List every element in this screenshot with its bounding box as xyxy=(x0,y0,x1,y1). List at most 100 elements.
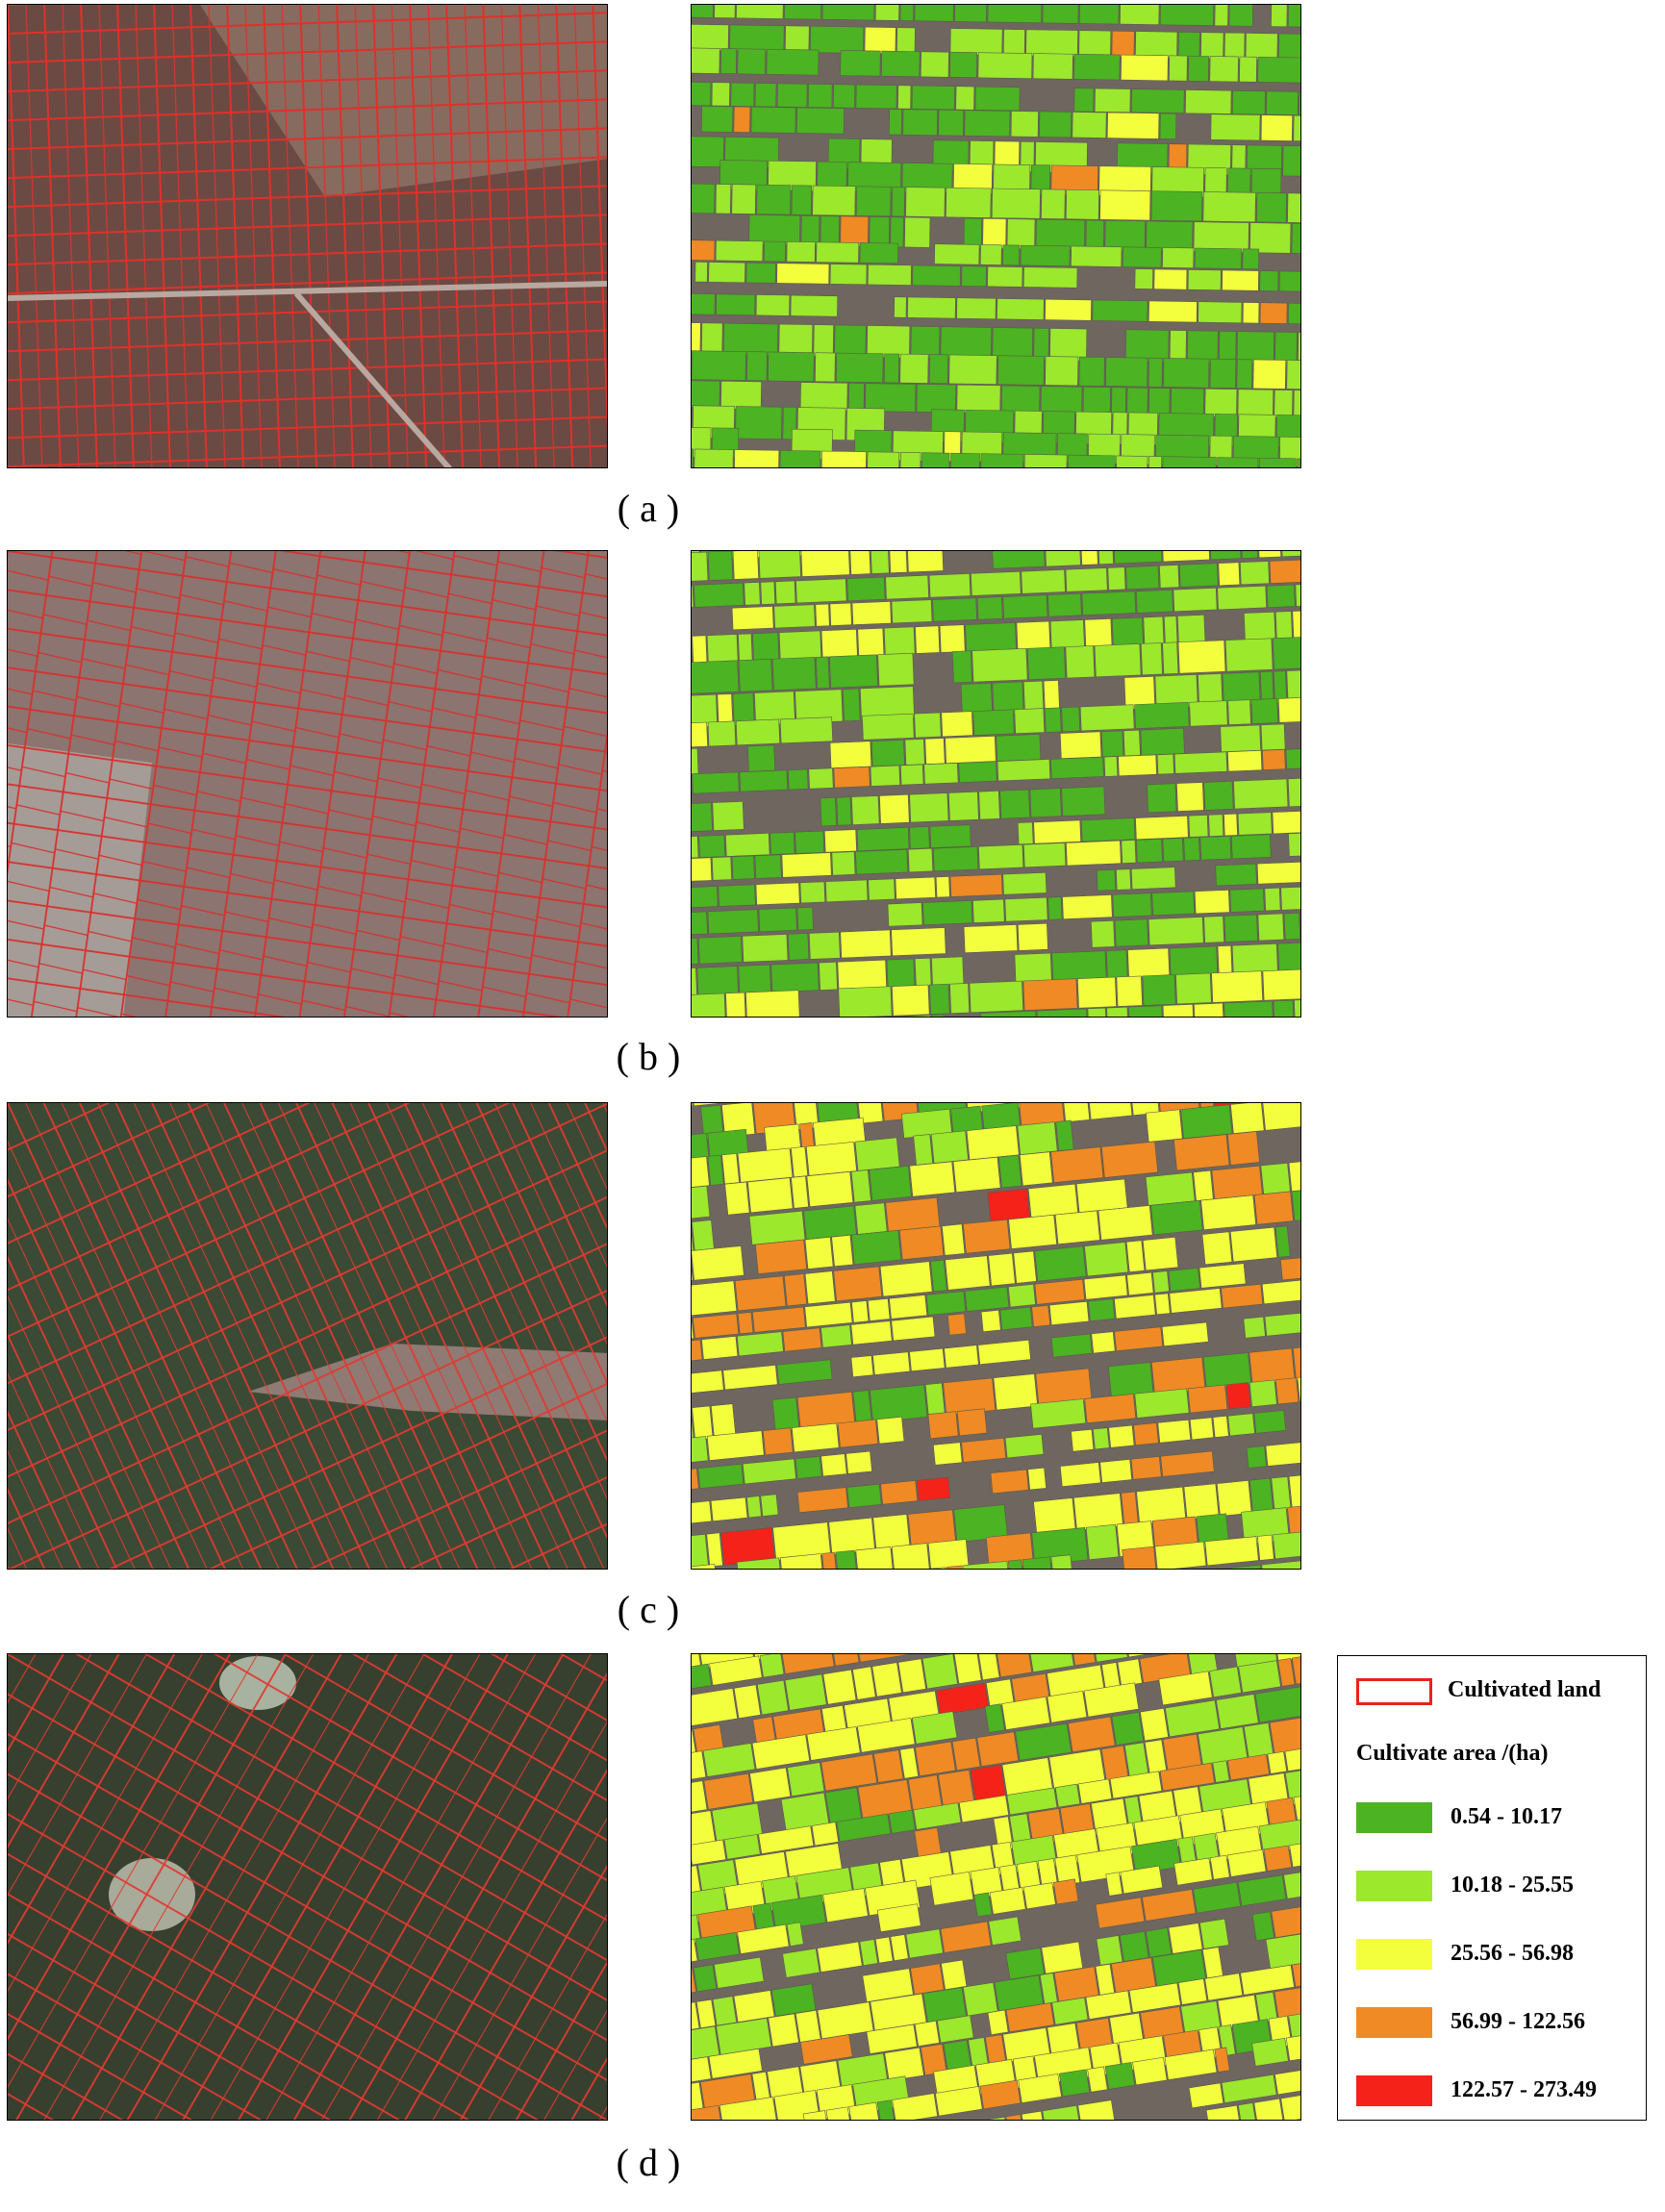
field xyxy=(1265,1442,1300,1467)
field xyxy=(1185,89,1232,114)
field xyxy=(891,1543,931,1569)
field xyxy=(921,1654,958,1690)
field xyxy=(1017,922,1048,951)
field xyxy=(1274,331,1298,364)
field xyxy=(850,1320,893,1345)
field xyxy=(692,857,713,883)
field xyxy=(712,801,744,831)
field xyxy=(1173,1134,1230,1171)
field xyxy=(1131,88,1185,114)
field xyxy=(889,551,908,574)
field xyxy=(1061,706,1081,733)
field xyxy=(1116,868,1131,891)
field xyxy=(1273,1530,1300,1560)
field xyxy=(788,933,810,961)
field xyxy=(732,551,759,580)
field xyxy=(928,354,949,385)
field xyxy=(1209,1666,1242,1698)
field xyxy=(961,265,987,288)
field xyxy=(1289,1838,1300,1868)
field xyxy=(1085,1990,1132,2020)
field xyxy=(731,606,774,631)
field xyxy=(857,627,885,657)
field xyxy=(1083,1274,1128,1300)
field xyxy=(1065,567,1108,592)
field xyxy=(1004,896,1048,922)
field xyxy=(1148,917,1204,946)
field xyxy=(914,5,954,22)
field xyxy=(1237,1874,1287,1907)
field xyxy=(1065,645,1096,679)
field xyxy=(692,81,712,107)
field xyxy=(820,1324,852,1348)
field xyxy=(1277,942,1300,972)
field xyxy=(890,216,904,248)
field xyxy=(1224,32,1246,60)
field xyxy=(815,603,830,627)
field xyxy=(1134,1388,1190,1419)
field xyxy=(1078,30,1112,58)
field xyxy=(1070,1654,1097,1667)
field xyxy=(737,1331,784,1357)
field xyxy=(1159,1762,1215,1792)
field xyxy=(999,1306,1033,1331)
field xyxy=(1020,244,1071,266)
legend-label: 56.99 - 122.56 xyxy=(1451,2009,1585,2034)
field xyxy=(714,5,736,19)
field xyxy=(702,1743,756,1777)
field xyxy=(1068,1716,1116,1753)
field xyxy=(706,1430,765,1461)
field xyxy=(1018,2074,1062,2103)
field xyxy=(952,1156,1001,1194)
field xyxy=(1216,1480,1252,1517)
field xyxy=(979,2079,1022,2110)
field xyxy=(1002,244,1021,266)
field xyxy=(1261,1560,1300,1569)
field xyxy=(845,1450,872,1474)
field xyxy=(987,5,1043,24)
field xyxy=(896,27,916,55)
field xyxy=(956,1408,988,1437)
field xyxy=(969,980,1023,1014)
field xyxy=(963,924,1019,954)
field xyxy=(692,968,697,998)
field xyxy=(1121,1491,1139,1526)
field xyxy=(972,709,1015,736)
field xyxy=(771,1396,800,1433)
field xyxy=(733,106,751,133)
field xyxy=(707,1154,724,1186)
field xyxy=(1265,1933,1300,1969)
legend-label: 0.54 - 10.17 xyxy=(1451,1804,1562,1829)
field xyxy=(865,383,917,413)
field xyxy=(870,739,905,767)
field xyxy=(1266,584,1296,609)
field xyxy=(1280,2092,1300,2120)
field xyxy=(1014,952,1052,983)
field xyxy=(855,848,909,875)
field xyxy=(692,380,720,410)
field xyxy=(851,795,880,825)
field xyxy=(1203,780,1234,811)
field xyxy=(1106,1006,1129,1017)
field xyxy=(692,660,740,694)
field xyxy=(755,882,800,906)
field xyxy=(735,406,783,440)
field xyxy=(1187,1384,1228,1414)
field xyxy=(748,214,801,246)
field xyxy=(1080,551,1098,566)
field xyxy=(1002,29,1025,57)
field xyxy=(1180,1104,1233,1140)
field xyxy=(1259,270,1279,291)
field xyxy=(977,52,1033,79)
field xyxy=(1047,592,1082,617)
field xyxy=(868,878,896,901)
field xyxy=(909,1347,946,1372)
field xyxy=(1209,1854,1230,1880)
field xyxy=(692,937,699,967)
field xyxy=(1240,561,1270,586)
field xyxy=(931,956,965,986)
field xyxy=(1297,1374,1300,1403)
field xyxy=(862,1968,914,2002)
field xyxy=(1257,913,1285,942)
field xyxy=(1045,298,1092,321)
